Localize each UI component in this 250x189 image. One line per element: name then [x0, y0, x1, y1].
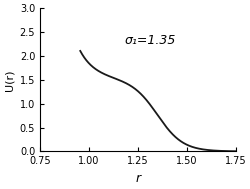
Text: σ₁=1.35: σ₁=1.35 — [124, 34, 175, 47]
Y-axis label: U(r): U(r) — [4, 69, 14, 91]
X-axis label: r: r — [135, 172, 140, 185]
